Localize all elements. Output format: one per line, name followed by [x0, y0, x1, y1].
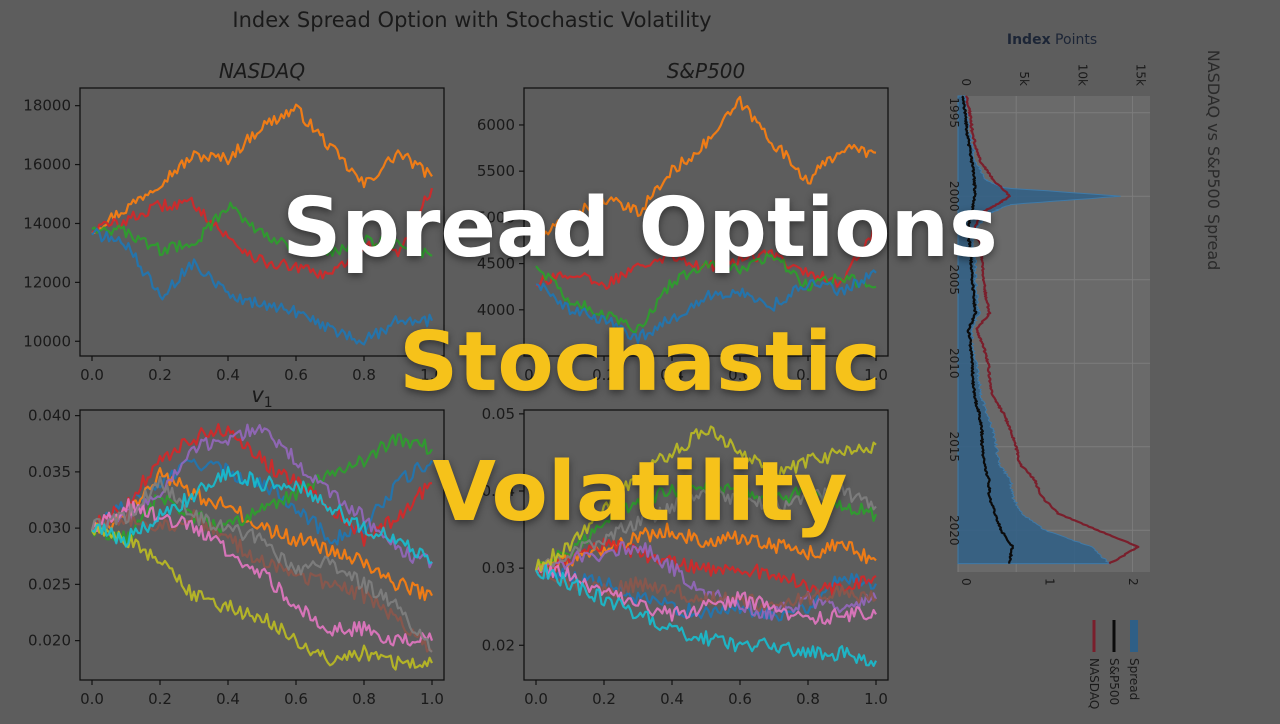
- spread-value-tick-top: 15k: [1134, 64, 1148, 86]
- spread-time-tick: 1995: [947, 97, 961, 128]
- subplot-3: v10.0 0.2 0.4 0.6 0.8 1.00.0200.0250.0300.035…: [28, 383, 444, 708]
- series-line-9: [92, 524, 432, 670]
- x-tick-label: 0.2: [592, 690, 616, 708]
- x-tick-label: 0.4: [660, 690, 684, 708]
- subplot-title: NASDAQ: [219, 59, 305, 83]
- y-tick-label: 0.040: [28, 407, 71, 425]
- overlay-title-spread-options: Spread Options: [0, 188, 1280, 270]
- spread-value-tick-bottom: 1: [1042, 578, 1056, 586]
- spread-value-tick-top: 10k: [1075, 64, 1089, 86]
- spread-value-tick-bottom: 0: [959, 578, 973, 586]
- y-tick-label: 0.03: [482, 559, 515, 577]
- y-tick-label: 6000: [477, 116, 515, 134]
- y-tick-label: 0.02: [482, 636, 515, 654]
- spread-value-tick-bottom: 2: [1126, 578, 1140, 586]
- y-tick-label: 0.025: [28, 575, 71, 593]
- y-tick-label: 0.020: [28, 632, 71, 650]
- x-tick-label: 0.6: [728, 690, 752, 708]
- spread-value-tick-top: 5k: [1017, 71, 1031, 86]
- x-tick-label: 0.4: [216, 690, 240, 708]
- spread-value-tick-top: 0: [959, 78, 973, 86]
- y-tick-label: 16000: [23, 156, 71, 174]
- chart-suptitle: Index Spread Option with Stochastic Vola…: [232, 8, 711, 32]
- legend-label: Spread: [1127, 658, 1141, 700]
- overlay-title-stochastic: Stochastic: [0, 322, 1280, 404]
- x-tick-label: 0.2: [148, 690, 172, 708]
- x-tick-label: 1.0: [420, 690, 444, 708]
- x-tick-label: 0.0: [80, 690, 104, 708]
- x-tick-label: 0.6: [284, 690, 308, 708]
- subplot-title: S&P500: [667, 59, 746, 83]
- x-tick-label: 0.0: [524, 690, 548, 708]
- spread-axis-title: Index Points: [1007, 32, 1097, 48]
- x-tick-label: 0.8: [796, 690, 820, 708]
- overlay-title-volatility: Volatility: [0, 452, 1280, 534]
- y-tick-label: 18000: [23, 97, 71, 115]
- y-tick-label: 5500: [477, 162, 515, 180]
- y-tick-label: 12000: [23, 273, 71, 291]
- legend-label: S&P500: [1107, 658, 1121, 705]
- x-tick-label: 0.8: [352, 690, 376, 708]
- legend-label: NASDAQ: [1087, 658, 1101, 709]
- spread-legend: Spread S&P500 NASDAQ: [1087, 620, 1141, 709]
- x-tick-label: 1.0: [864, 690, 888, 708]
